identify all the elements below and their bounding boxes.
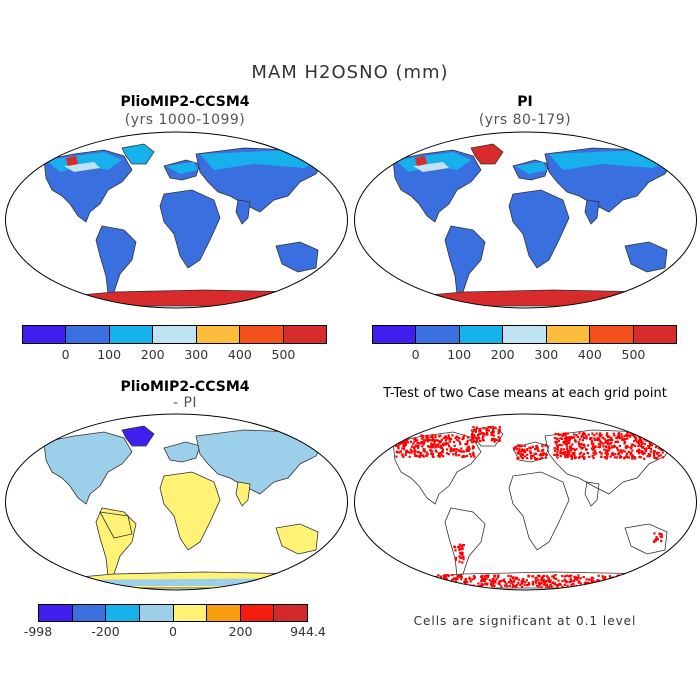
significance-note: Cells are significant at 0.1 level: [413, 614, 637, 628]
panel-title-top-right: PI: [517, 94, 533, 110]
colorbar-tick-label: 0: [411, 347, 420, 362]
colorbar-tick-label: 300: [534, 347, 559, 362]
panel-subtitle-top-right: (yrs 80-179): [478, 112, 572, 128]
colorbar-ticks-bottom-left: -998 -200 0 200 944.4: [24, 624, 326, 640]
colorbar-tick-label: 300: [184, 347, 209, 362]
panel-title-top-left: PlioMIP2-CCSM4: [120, 94, 250, 110]
colorbar-swatch: [23, 326, 67, 343]
colorbar-tick-label: 400: [227, 347, 252, 362]
panel-title-bottom-left: PlioMIP2-CCSM4: [120, 379, 250, 395]
map-bottom-left: [5, 413, 348, 591]
colorbar-swatch: [633, 326, 676, 343]
colorbar-swatch: [39, 605, 73, 621]
panel-title-bottom-right: T-Test of two Case means at each grid po…: [383, 386, 667, 401]
figure-title: MAM H2OSNO (mm): [251, 62, 449, 83]
colorbar-tick-label: 200: [140, 347, 165, 362]
colorbar-tick-label: 500: [271, 347, 296, 362]
colorbar-tick-label: -998: [23, 624, 53, 639]
colorbar-swatch: [153, 326, 197, 343]
colorbar-swatch: [459, 326, 504, 343]
map-bottom-right: [354, 413, 697, 591]
colorbar-swatch: [173, 605, 208, 621]
colorbar-swatch: [196, 326, 241, 343]
colorbar-swatch: [109, 326, 154, 343]
colorbar-swatch: [590, 326, 634, 343]
colorbar-tick-label: 200: [228, 624, 253, 639]
colorbar-tick-label: 500: [621, 347, 646, 362]
colorbar-tick-label: 100: [447, 347, 472, 362]
colorbar-swatch: [139, 605, 174, 621]
colorbar-top-left: [22, 325, 327, 344]
colorbar-swatch: [240, 326, 284, 343]
colorbar-tick-label: 0: [61, 347, 70, 362]
colorbar-top-right: [372, 325, 677, 344]
colorbar-swatch: [66, 326, 110, 343]
colorbar-swatch: [283, 326, 326, 343]
colorbar-tick-label: -200: [91, 624, 120, 639]
panel-subtitle-top-left: (yrs 1000-1099): [124, 112, 246, 128]
colorbar-swatch: [503, 326, 547, 343]
colorbar-tick-label: 0: [169, 624, 177, 639]
colorbar-tick-label: 944.4: [290, 624, 326, 639]
colorbar-swatch: [274, 605, 307, 621]
colorbar-swatch: [240, 605, 275, 621]
colorbar-swatch: [416, 326, 460, 343]
colorbar-tick-label: 400: [577, 347, 602, 362]
colorbar-ticks-top-right: 0 100 200 300 400 500: [372, 347, 677, 363]
colorbar-ticks-top-left: 0 100 200 300 400 500: [22, 347, 327, 363]
colorbar-tick-label: 100: [97, 347, 122, 362]
map-top-left: [5, 131, 348, 309]
colorbar-swatch: [373, 326, 417, 343]
map-top-right: [354, 131, 697, 309]
colorbar-swatch: [72, 605, 107, 621]
colorbar-bottom-left: [38, 604, 308, 622]
panel-subtitle-bottom-left: - PI: [172, 395, 198, 411]
colorbar-swatch: [106, 605, 140, 621]
colorbar-swatch: [546, 326, 591, 343]
colorbar-swatch: [207, 605, 241, 621]
colorbar-tick-label: 200: [490, 347, 515, 362]
